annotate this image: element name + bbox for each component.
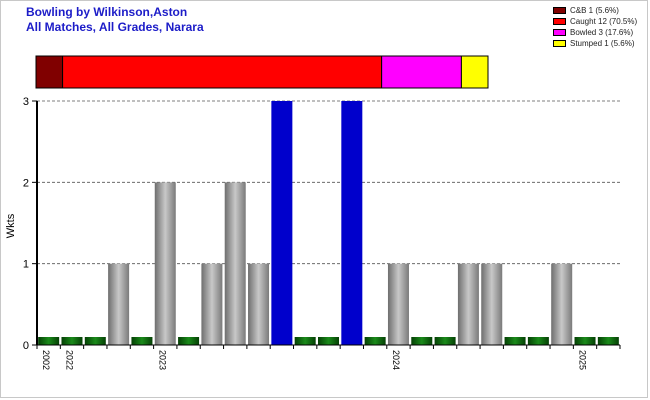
x-tick-label: 2023 (158, 350, 168, 370)
grid-lines (37, 100, 620, 265)
bar (434, 337, 456, 345)
bar (504, 337, 526, 345)
y-tick-label: 2 (23, 177, 29, 189)
legend-item-caught: Caught 12 (70.5%) (553, 16, 637, 27)
stack-segment-stumped (460, 55, 489, 89)
x-tick-label: 2025 (577, 350, 587, 370)
bar (411, 337, 433, 345)
legend-item-bowled: Bowled 3 (17.6%) (553, 27, 637, 38)
legend-swatch-caught (553, 18, 566, 25)
axes (32, 100, 621, 349)
x-tick-label: 2024 (391, 350, 401, 370)
bar (387, 263, 409, 345)
y-axis-label: Wkts (5, 213, 17, 238)
legend: C&B 1 (5.6%) Caught 12 (70.5%) Bowled 3 … (553, 5, 637, 49)
bar (551, 263, 573, 345)
bar (364, 337, 386, 345)
bar (84, 337, 106, 345)
bar (457, 263, 479, 345)
x-tick-label: 2002 (41, 350, 51, 370)
dismissal-stack-bar (35, 55, 489, 89)
bar (154, 182, 176, 345)
y-tick-label: 3 (23, 96, 29, 108)
legend-label-caught: Caught 12 (70.5%) (570, 17, 638, 26)
wicket-bars (38, 101, 619, 345)
bar (108, 263, 130, 345)
bar (318, 337, 339, 345)
chart-subtitle: All Matches, All Grades, Narara (26, 20, 204, 34)
bar (574, 337, 596, 345)
y-tick-labels: 0 1 2 3 (23, 96, 29, 352)
legend-swatch-cb (553, 7, 566, 14)
bar (527, 337, 549, 345)
bar (224, 182, 246, 345)
stack-segment-bowled (381, 55, 462, 89)
legend-label-bowled: Bowled 3 (17.6%) (570, 28, 634, 37)
x-tick-label: 2022 (64, 350, 74, 370)
y-tick-label: 1 (23, 259, 29, 271)
stack-segment-caught (62, 55, 383, 89)
chart-title: Bowling by Wilkinson,Aston (26, 5, 188, 19)
bar (131, 337, 153, 345)
legend-swatch-stumped (553, 40, 566, 47)
bar (271, 101, 293, 345)
legend-swatch-bowled (553, 29, 566, 36)
legend-label-stumped: Stumped 1 (5.6%) (570, 39, 635, 48)
bar (178, 337, 200, 345)
bar (38, 337, 60, 345)
legend-item-stumped: Stumped 1 (5.6%) (553, 38, 637, 49)
bar (61, 337, 83, 345)
bar (597, 337, 619, 345)
legend-item-cb: C&B 1 (5.6%) (553, 5, 637, 16)
legend-label-cb: C&B 1 (5.6%) (570, 6, 619, 15)
x-tick-labels: 2002 2022 2023 2024 2025 (41, 350, 587, 370)
bar (248, 263, 270, 345)
y-tick-label: 0 (23, 340, 29, 352)
bar (481, 263, 503, 345)
bar (341, 101, 363, 345)
bar (201, 263, 223, 345)
stack-segment-cb (35, 55, 64, 89)
bar (294, 337, 316, 345)
